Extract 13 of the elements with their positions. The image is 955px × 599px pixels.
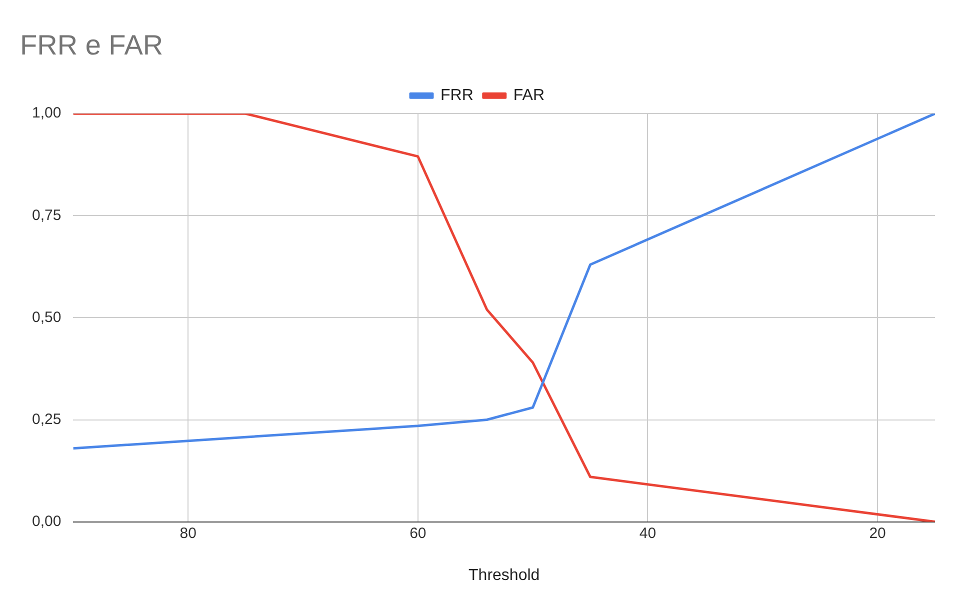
y-tick-label: 0,25	[32, 410, 62, 428]
y-tick-label: 0,75	[32, 206, 62, 224]
y-tick-label: 0,00	[32, 512, 62, 530]
x-tick-label: 60	[410, 524, 426, 542]
y-tick-label: 1,00	[32, 104, 62, 122]
chart-title: FRR e FAR	[20, 30, 164, 61]
x-axis-title: Threshold	[468, 566, 540, 584]
x-tick-label: 20	[869, 524, 886, 542]
x-tick-label: 80	[180, 524, 196, 542]
legend-label: FAR	[513, 87, 545, 104]
x-tick-label: 40	[639, 524, 656, 542]
legend-label: FRR	[440, 87, 474, 104]
y-tick-label: 0,50	[32, 308, 62, 326]
